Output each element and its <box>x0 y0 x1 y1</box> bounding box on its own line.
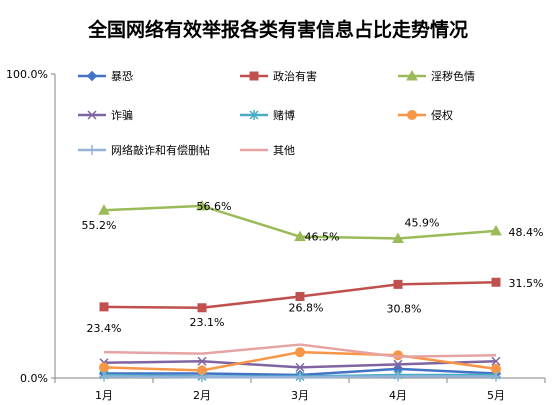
data-labels: 23.4% 23.1% 26.8% 30.8% 31.5% 55.2% 56.6% 46.5%… <box>82 200 544 335</box>
legend-marker <box>249 71 259 81</box>
legend-marker <box>87 110 97 120</box>
legend-label: 其他 <box>273 144 295 157</box>
legend-item: 政治有害 <box>240 69 317 83</box>
x-tick-label: 4月 <box>389 389 407 402</box>
data-point <box>393 279 403 289</box>
series-3 <box>98 199 502 243</box>
legend-label: 赌博 <box>273 108 295 122</box>
series-2 <box>99 277 501 313</box>
series-line <box>103 343 497 358</box>
legend-marker <box>406 69 418 81</box>
data-label: 55.2% <box>82 219 117 232</box>
data-label: 31.5% <box>509 277 544 290</box>
series-7 <box>99 371 501 383</box>
legend-item: 其他 <box>240 144 295 157</box>
data-point <box>295 362 305 372</box>
data-point <box>295 347 305 358</box>
data-label: 23.4% <box>87 322 122 335</box>
y-tick-label: 0.0% <box>20 372 48 385</box>
data-point <box>197 303 207 313</box>
data-point <box>196 199 208 211</box>
data-point <box>99 371 109 382</box>
chart-title: 全国网络有效举报各类有害信息占比走势情况 <box>87 18 468 41</box>
legend-item: 诈骗 <box>78 108 133 122</box>
data-point <box>295 372 305 383</box>
data-point <box>295 292 305 302</box>
data-point <box>197 372 207 383</box>
data-label: 46.5% <box>305 231 340 244</box>
data-label: 48.4% <box>509 226 544 239</box>
legend-marker <box>249 110 259 120</box>
data-point <box>98 204 110 215</box>
x-tick-label: 1月 <box>95 389 113 402</box>
data-label: 56.6% <box>197 200 232 213</box>
legend-label: 暴恐 <box>111 70 133 83</box>
axes: 100.0% 0.0% 1月 2月 3月 4月 5月 <box>6 68 546 402</box>
y-tick-label: 100.0% <box>6 68 48 81</box>
data-label: 45.9% <box>405 216 440 229</box>
series-group <box>98 199 502 383</box>
data-point <box>491 371 501 382</box>
legend-item: 淫秽色情 <box>398 69 475 83</box>
legend-item: 网络敲诈和有偿删帖 <box>78 143 210 157</box>
legend-label: 网络敲诈和有偿删帖 <box>111 143 210 157</box>
data-point <box>490 224 502 236</box>
legend-marker <box>87 145 97 155</box>
legend-item: 侵权 <box>398 109 453 122</box>
x-tick-label: 3月 <box>291 389 309 402</box>
data-point <box>393 371 403 382</box>
data-label: 23.1% <box>190 316 225 329</box>
data-point <box>99 302 109 312</box>
data-label: 30.8% <box>387 302 422 315</box>
data-point <box>197 356 207 366</box>
series-8 <box>103 343 497 358</box>
data-point <box>392 232 404 243</box>
data-point <box>393 359 403 369</box>
data-label: 26.8% <box>289 302 324 315</box>
data-point <box>99 362 109 373</box>
legend-label: 诈骗 <box>111 108 133 122</box>
legend-item: 赌博 <box>240 108 295 122</box>
series-4 <box>99 356 501 372</box>
legend-label: 侵权 <box>431 109 453 122</box>
legend-marker <box>407 110 417 120</box>
legend-label: 政治有害 <box>273 69 317 83</box>
data-point <box>491 356 501 366</box>
legend-item: 暴恐 <box>78 70 133 83</box>
x-tick-label: 2月 <box>193 389 211 402</box>
data-point <box>294 230 306 242</box>
x-tick-label: 5月 <box>487 389 505 402</box>
legend-marker <box>86 70 98 82</box>
data-point <box>491 277 501 287</box>
legend-label: 淫秽色情 <box>431 69 475 83</box>
